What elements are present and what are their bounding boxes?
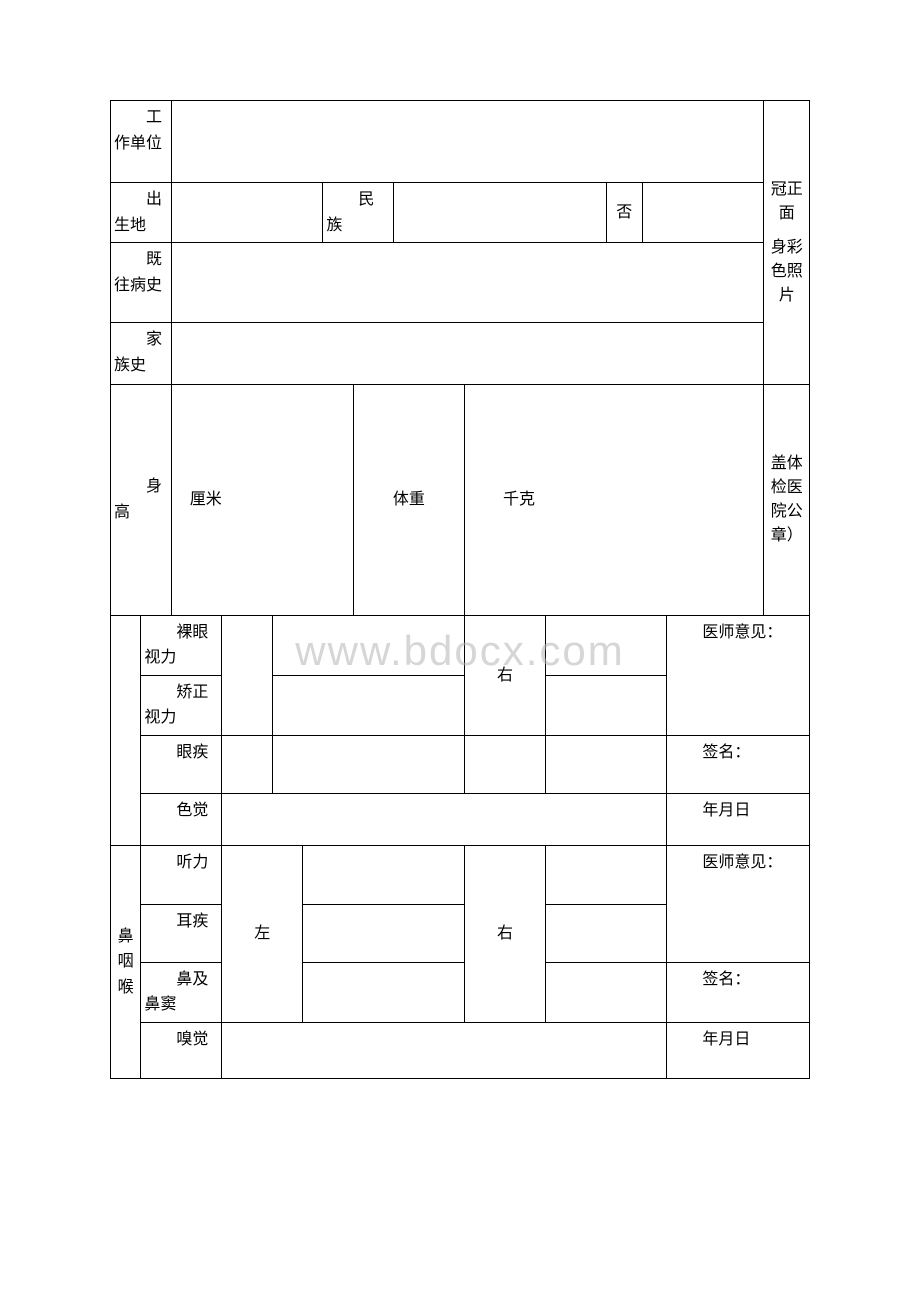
label-ear-disease: 耳疾 [141,904,222,962]
ent-hearing-right [545,846,666,904]
value-history [171,243,764,323]
ent-nose-left [303,962,465,1022]
value-birthplace [171,183,323,243]
ent-section-text: 鼻咽喉 [114,924,137,1001]
ent-right-label: 右 [465,846,546,1022]
eye-corrected-right [545,675,666,735]
eye-disease-left [272,736,464,794]
label-nose-sinus: 鼻及鼻窦 [141,962,222,1022]
label-birthplace: 出生地 [111,183,172,243]
eye-left-blank [222,616,273,736]
label-weight: 体重 [353,385,464,615]
value-ethnicity [394,183,606,243]
value-after-no [643,183,764,243]
eye-disease-mid [465,736,546,794]
ent-ear-left [303,904,465,962]
eye-sign-label: 签名： [670,740,750,766]
label-corrected-vision: 矫正视力 [141,675,222,735]
label-ethnicity: 民族 [323,183,394,243]
eye-right-label: 右 [465,616,546,736]
eye-date-cell: 年月日 [667,794,810,846]
label-work-unit: 工作单位 [111,101,172,183]
unit-kg: 千克 [465,385,764,615]
ent-date-label: 年月日 [670,1027,750,1053]
ent-ear-right [545,904,666,962]
eye-disease-right [545,736,666,794]
eye-naked-right [545,616,666,676]
ent-nose-right [545,962,666,1022]
label-history: 既往病史 [111,243,172,323]
height-weight-block: 身高 厘米 体重 千克 盖体检医院公章） [110,385,810,616]
eye-date-label: 年月日 [670,798,750,824]
ent-block: 鼻咽喉 听力 左 右 医师意见： 耳疾 鼻及鼻窦 签名： 嗅觉 年月日 [110,846,810,1079]
ent-sign-label: 签名： [670,967,750,993]
eye-disease-blank1 [222,736,273,794]
value-family-history [171,323,764,385]
eye-opinion-cell: 医师意见： [667,616,810,736]
label-height: 身高 [111,385,172,615]
value-work-unit [171,101,764,183]
ent-smell-value [222,1022,667,1078]
ent-left-label: 左 [222,846,303,1022]
eye-sign-cell: 签名： [667,736,810,794]
ent-opinion-cell: 医师意见： [667,846,810,962]
photo-label-lower: 身彩色照片 [767,236,806,308]
label-family-history: 家族史 [111,323,172,385]
stamp-label: 盖体检医院公章） [767,452,806,548]
label-naked-vision: 裸眼视力 [141,616,222,676]
form-page: 工作单位 冠正面 身彩色照片 出生地 民族 否 既往病史 家族史 [0,0,920,1159]
label-hearing: 听力 [141,846,222,904]
eye-corrected-left [272,675,464,735]
ent-hearing-left [303,846,465,904]
stamp-cell: 盖体检医院公章） [764,385,810,615]
eye-opinion-label: 医师意见： [670,620,782,646]
eye-block: 裸眼视力 右 医师意见： 矫正视力 眼疾 签名： 色觉 年月日 [110,616,810,846]
eye-color-value [222,794,667,846]
ent-section-label: 鼻咽喉 [111,846,141,1078]
label-smell: 嗅觉 [141,1022,222,1078]
label-eye-disease: 眼疾 [141,736,222,794]
unit-cm: 厘米 [171,385,353,615]
photo-cell-upper: 冠正面 身彩色照片 [764,101,810,385]
ent-date-cell: 年月日 [667,1022,810,1078]
ent-opinion-label: 医师意见： [670,850,782,876]
photo-label-upper: 冠正面 [767,178,806,226]
ent-sign-cell: 签名： [667,962,810,1022]
eye-section-spacer [111,616,141,846]
label-color-vision: 色觉 [141,794,222,846]
eye-naked-left [272,616,464,676]
info-block: 工作单位 冠正面 身彩色照片 出生地 民族 否 既往病史 家族史 [110,100,810,385]
label-no: 否 [606,183,642,243]
